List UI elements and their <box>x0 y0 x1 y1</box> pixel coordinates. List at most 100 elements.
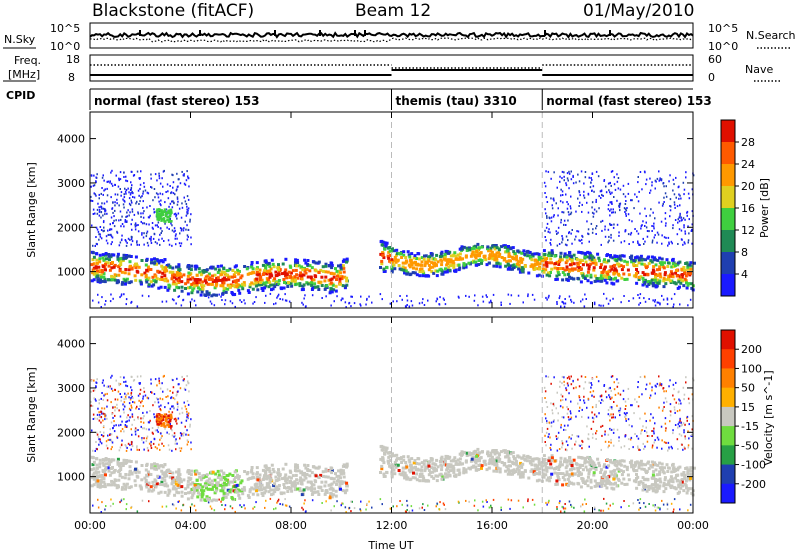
power-cell <box>306 259 310 262</box>
power-cell <box>90 185 92 188</box>
velocity-cell <box>268 469 272 473</box>
power-cell <box>103 226 105 229</box>
power-cell <box>632 241 634 244</box>
velocity-cell <box>549 459 553 462</box>
velocity-cell <box>637 386 639 389</box>
velocity-cell <box>306 464 310 467</box>
velocity-cell <box>680 472 684 476</box>
velocity-cell <box>413 476 417 480</box>
power-cell <box>157 221 160 224</box>
power-cell <box>689 298 692 301</box>
power-cell <box>178 268 182 272</box>
power-cell <box>586 279 590 283</box>
velocity-cell <box>693 466 696 470</box>
power-cell <box>690 230 693 232</box>
power-cell <box>600 243 602 246</box>
velocity-cell <box>662 481 666 485</box>
power-cell <box>182 174 185 177</box>
power-cell <box>562 301 564 304</box>
power-cell <box>140 215 142 218</box>
velocity-cell <box>544 465 548 469</box>
power-cell <box>92 278 96 282</box>
power-cell <box>160 232 162 234</box>
power-cell <box>686 271 690 275</box>
power-cell <box>625 260 629 264</box>
velocity-cell <box>467 466 471 470</box>
velocity-cell <box>580 476 584 480</box>
velocity-cell <box>667 483 671 487</box>
velocity-cell <box>658 461 662 465</box>
velocity-cell <box>507 450 510 453</box>
velocity-cell <box>231 485 235 489</box>
velocity-cell <box>104 458 107 462</box>
power-cell <box>589 186 592 189</box>
power-cell <box>133 213 136 216</box>
power-cell <box>95 269 99 273</box>
velocity-cell <box>585 479 589 483</box>
power-cell <box>494 244 498 247</box>
power-cell <box>682 181 685 184</box>
power-cell <box>243 299 245 302</box>
power-cell <box>439 252 443 256</box>
velocity-cell <box>186 479 190 483</box>
power-cell <box>155 262 158 266</box>
velocity-cell <box>227 482 231 486</box>
power-cell <box>157 261 161 265</box>
power-cell <box>587 232 589 235</box>
power-cell <box>639 171 642 173</box>
power-cell <box>119 210 122 213</box>
velocity-cell <box>236 473 240 477</box>
power-cell <box>686 267 690 271</box>
power-cell <box>213 304 216 307</box>
velocity-cell <box>196 495 200 499</box>
power-cell <box>98 238 100 241</box>
power-cell <box>92 213 95 215</box>
velocity-cell <box>186 485 190 489</box>
power-cell <box>109 223 111 226</box>
velocity-cell <box>447 456 451 460</box>
velocity-cell <box>402 455 406 459</box>
velocity-cell <box>586 455 590 459</box>
power-cell <box>142 236 145 239</box>
velocity-cell <box>134 460 138 464</box>
power-cell <box>300 265 304 269</box>
power-cell <box>509 302 511 305</box>
power-cell <box>609 209 611 212</box>
power-cell <box>634 193 636 196</box>
velocity-cell <box>110 376 112 379</box>
velocity-cell <box>593 413 596 416</box>
power-cell <box>110 243 112 246</box>
velocity-cell <box>688 423 690 426</box>
power-cell <box>549 254 553 257</box>
power-cell <box>109 300 112 303</box>
power-cell <box>680 229 683 232</box>
velocity-cell <box>583 460 587 464</box>
power-cell <box>172 192 175 195</box>
velocity-cell <box>653 432 655 435</box>
velocity-cell <box>145 485 149 489</box>
power-cell <box>679 303 681 306</box>
velocity-cell <box>644 430 646 432</box>
velocity-cell <box>328 496 332 500</box>
velocity-cell <box>632 479 636 483</box>
power-cell <box>172 280 176 284</box>
power-cell <box>632 297 635 300</box>
velocity-cell <box>395 458 398 462</box>
power-cell <box>151 222 154 224</box>
velocity-cell <box>580 443 583 446</box>
velocity-cell <box>592 473 596 477</box>
power-cell <box>167 190 169 193</box>
power-cell <box>653 278 657 282</box>
velocity-cell <box>119 415 122 418</box>
power-cell <box>435 300 437 303</box>
power-cell <box>635 264 639 268</box>
power-cell <box>265 272 269 276</box>
power-cell <box>173 299 175 302</box>
power-cell <box>652 299 654 302</box>
power-cell <box>654 263 658 267</box>
power-cell <box>290 279 294 283</box>
velocity-cell <box>555 482 559 486</box>
velocity-cell <box>511 472 514 476</box>
power-cell <box>492 244 496 247</box>
velocity-cell <box>112 416 114 419</box>
